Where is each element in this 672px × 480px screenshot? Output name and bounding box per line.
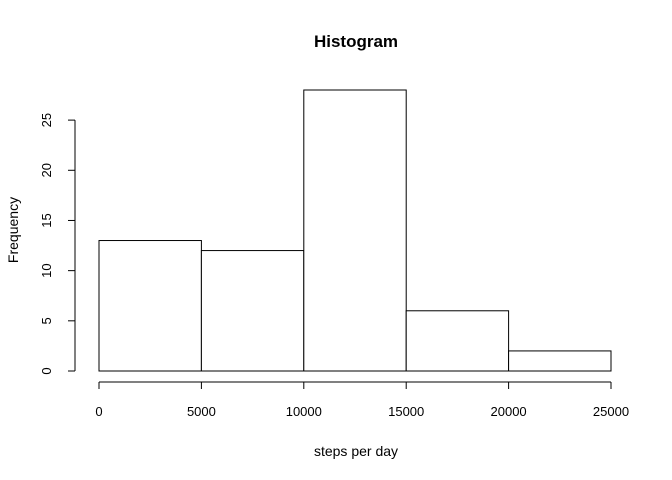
x-axis: 0 5000 10000 15000 20000 25000 [95,381,629,419]
y-axis-title: Frequency [5,197,21,263]
x-axis-title: steps per day [314,443,398,459]
x-tick-label: 20000 [491,404,527,419]
histogram-bar-5 [508,350,612,372]
histogram-bar-4 [405,310,510,372]
x-tick-label: 25000 [593,404,629,419]
x-tick-label: 0 [95,404,102,419]
chart-title: Histogram [314,32,398,51]
y-tick-label: 5 [39,317,54,324]
histogram-bar-3 [303,89,407,372]
y-tick-label: 20 [39,163,54,177]
y-tick-label: 15 [39,213,54,227]
x-tick-label: 10000 [286,404,322,419]
x-tick-label: 15000 [388,404,424,419]
bars-group [98,89,612,372]
x-tick-label: 5000 [187,404,216,419]
histogram-bar-2 [200,250,305,372]
y-tick-label: 10 [39,263,54,277]
y-tick-label: 25 [39,113,54,127]
y-tick-label: 0 [39,367,54,374]
histogram-bar-1 [98,240,202,372]
y-axis: 0 5 10 15 20 25 [39,113,76,375]
